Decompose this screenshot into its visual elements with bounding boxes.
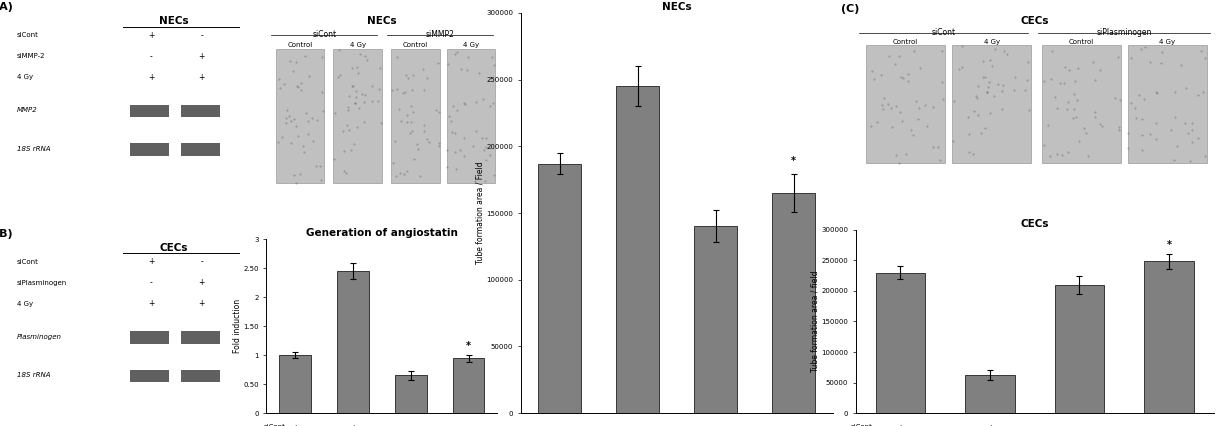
Bar	[130, 331, 169, 344]
Text: NECs: NECs	[159, 16, 189, 26]
Bar	[280, 355, 311, 413]
Bar	[953, 45, 1031, 163]
Text: +: +	[147, 31, 154, 40]
Title: CECs: CECs	[1020, 219, 1049, 229]
Text: Plasminogen: Plasminogen	[17, 334, 61, 340]
Text: CECs: CECs	[1020, 16, 1049, 26]
Bar	[617, 86, 660, 413]
Text: +: +	[292, 424, 298, 426]
Text: -: -	[200, 31, 204, 40]
Text: 4 Gy: 4 Gy	[17, 74, 33, 80]
Text: *: *	[791, 156, 796, 166]
Bar	[965, 375, 1015, 413]
Bar	[337, 271, 369, 413]
Text: +: +	[987, 424, 993, 426]
Text: +: +	[199, 299, 205, 308]
Bar	[1128, 45, 1206, 163]
Text: 18S rRNA: 18S rRNA	[17, 372, 50, 378]
Text: (C): (C)	[841, 3, 859, 14]
Text: Control: Control	[287, 42, 313, 49]
Bar	[395, 375, 427, 413]
Text: Control: Control	[893, 39, 918, 45]
Text: -: -	[200, 257, 204, 266]
Text: siMMP2: siMMP2	[425, 30, 454, 39]
Y-axis label: Tube formation area / field: Tube formation area / field	[810, 271, 819, 372]
Text: 18S rRNA: 18S rRNA	[17, 146, 50, 152]
Text: +: +	[199, 278, 205, 287]
Bar	[181, 144, 221, 155]
Text: siCont: siCont	[313, 30, 336, 39]
Text: 4 Gy: 4 Gy	[1159, 39, 1176, 45]
Text: siCont: siCont	[851, 424, 873, 426]
Title: Generation of angiostatin: Generation of angiostatin	[306, 228, 457, 238]
Text: siMMP-2: siMMP-2	[17, 53, 45, 59]
Text: +: +	[147, 299, 154, 308]
Bar	[446, 49, 495, 184]
Text: siCont: siCont	[932, 28, 955, 37]
Text: +: +	[147, 257, 154, 266]
Text: +: +	[897, 424, 904, 426]
Bar	[181, 331, 221, 344]
Text: siPlasminogen: siPlasminogen	[1096, 28, 1152, 37]
Bar	[538, 164, 581, 413]
Bar	[333, 49, 383, 184]
Text: +: +	[349, 424, 357, 426]
Text: siCont: siCont	[17, 259, 39, 265]
Y-axis label: Fold induction: Fold induction	[233, 299, 242, 353]
Text: NECs: NECs	[367, 16, 397, 26]
Text: 4 Gy: 4 Gy	[17, 300, 33, 307]
Bar	[694, 226, 737, 413]
Text: MMP2: MMP2	[17, 107, 38, 113]
Bar	[867, 45, 945, 163]
Text: -: -	[409, 424, 412, 426]
Bar	[391, 49, 440, 184]
Bar	[1054, 285, 1105, 413]
Text: -: -	[150, 278, 152, 287]
Text: -: -	[467, 424, 470, 426]
Text: Control: Control	[1069, 39, 1094, 45]
Text: siPlasminogen: siPlasminogen	[17, 279, 67, 286]
Text: (A): (A)	[0, 2, 12, 12]
Text: +: +	[199, 73, 205, 82]
Text: -: -	[1167, 424, 1171, 426]
Bar	[276, 49, 324, 184]
Text: *: *	[466, 341, 471, 351]
Text: +: +	[147, 73, 154, 82]
Bar	[1144, 262, 1194, 413]
Text: CECs: CECs	[159, 242, 189, 253]
Bar	[130, 370, 169, 382]
Text: *: *	[1166, 240, 1172, 250]
Text: 4 Gy: 4 Gy	[463, 42, 479, 49]
Text: siCont: siCont	[17, 32, 39, 38]
Text: (B): (B)	[0, 229, 12, 239]
Bar	[452, 358, 484, 413]
Bar	[772, 193, 815, 413]
Title: NECs: NECs	[662, 2, 691, 12]
Bar	[181, 105, 221, 117]
Bar	[1042, 45, 1121, 163]
Bar	[181, 370, 221, 382]
Text: 4 Gy: 4 Gy	[983, 39, 999, 45]
Text: siCont: siCont	[264, 424, 286, 426]
Text: 4 Gy: 4 Gy	[349, 42, 365, 49]
Text: +: +	[199, 52, 205, 61]
Text: -: -	[150, 52, 152, 61]
Bar	[875, 273, 924, 413]
Text: Control: Control	[403, 42, 428, 49]
Bar	[130, 105, 169, 117]
Text: -: -	[1078, 424, 1081, 426]
Bar	[130, 144, 169, 155]
Y-axis label: Tube formation area / Field: Tube formation area / Field	[476, 162, 484, 264]
